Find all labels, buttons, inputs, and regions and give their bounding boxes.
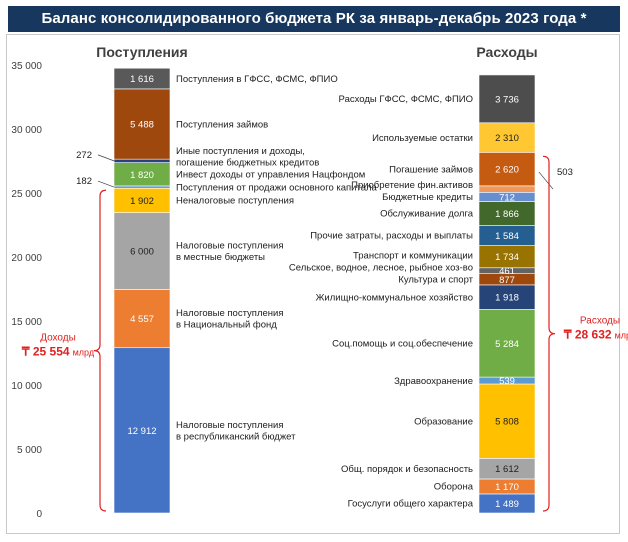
data-label: 1 820 bbox=[130, 170, 154, 181]
data-label: 1 918 bbox=[495, 293, 519, 304]
bar-segment bbox=[478, 284, 536, 310]
category-label: Инвест доходы от управления Нацфондом bbox=[176, 170, 365, 181]
data-label: 1 584 bbox=[495, 231, 519, 242]
bar-segment bbox=[113, 289, 171, 349]
bar-segment bbox=[478, 122, 536, 153]
data-label: 877 bbox=[499, 275, 515, 286]
series-header-0: Поступления bbox=[96, 44, 187, 60]
data-label: 1 170 bbox=[495, 482, 519, 493]
bar-segment bbox=[478, 383, 536, 459]
data-label: 1 616 bbox=[130, 74, 154, 85]
total-value: ₸ 25 554 млрд bbox=[21, 345, 95, 359]
bar-segment bbox=[113, 158, 171, 163]
data-label: 5 488 bbox=[130, 120, 154, 131]
category-label: Общ. порядок и безопасность bbox=[341, 464, 473, 475]
category-label: Неналоговые поступления bbox=[176, 196, 294, 207]
y-tick-label: 25 000 bbox=[11, 189, 42, 200]
y-tick-label: 10 000 bbox=[11, 381, 42, 392]
total-label: Расходы bbox=[580, 316, 620, 327]
category-label: Оборона bbox=[434, 482, 474, 493]
data-label: 182 bbox=[76, 176, 92, 187]
data-label: 461 bbox=[499, 266, 515, 277]
y-axis: 0 5 000 10 000 15 000 20 000 25 000 30 000 35 0… bbox=[11, 61, 42, 520]
data-label: 5 808 bbox=[495, 417, 519, 428]
data-label: 712 bbox=[499, 192, 515, 203]
bar-segment bbox=[113, 212, 171, 290]
total-label: Доходы bbox=[40, 333, 76, 344]
category-label: Поступления в ГФСС, ФСМС, ФПИО bbox=[176, 74, 338, 85]
y-tick-label: 15 000 bbox=[11, 317, 42, 328]
category-label: Образование bbox=[414, 416, 473, 427]
category-label: Поступления займов bbox=[176, 119, 268, 130]
data-label: 1 489 bbox=[495, 499, 519, 510]
brace-1 bbox=[542, 155, 556, 512]
category-label: Приобретение фин.активов bbox=[351, 180, 473, 191]
category-label: Используемые остатки bbox=[372, 133, 473, 144]
y-tick-label: 35 000 bbox=[11, 61, 42, 72]
bar-segment bbox=[478, 309, 536, 378]
category-label: Погашение займов bbox=[389, 164, 473, 175]
data-label: 4 557 bbox=[130, 314, 154, 325]
category-label: Иные поступления и доходы, погашение бюдж… bbox=[176, 146, 319, 169]
y-tick-label: 5 000 bbox=[17, 445, 42, 456]
data-label: 3 736 bbox=[495, 94, 519, 105]
data-label: 2 310 bbox=[495, 133, 519, 144]
leader-line bbox=[538, 171, 554, 190]
category-label: Культура и спорт bbox=[398, 275, 473, 286]
category-label: Налоговые поступления в республиканский б… bbox=[176, 420, 296, 443]
category-label: Бюджетные кредиты bbox=[382, 192, 473, 203]
category-label: Поступления от продажи основного капитал… bbox=[176, 182, 378, 193]
data-label: 2 620 bbox=[495, 165, 519, 176]
category-label: Прочие затраты, расходы и выплаты bbox=[310, 231, 473, 242]
bar-segment bbox=[113, 185, 171, 189]
data-label: 5 284 bbox=[495, 339, 519, 350]
chart-frame bbox=[6, 34, 620, 534]
data-label: 1 866 bbox=[495, 209, 519, 220]
category-label: Здравоохранение bbox=[394, 376, 473, 387]
category-label: Транспорт и коммуникации bbox=[353, 251, 473, 262]
category-labels: Поступления Налоговые поступления в респуб… bbox=[96, 44, 537, 510]
category-label: Налоговые поступления в Национальный фонд bbox=[176, 308, 283, 331]
category-label: Обслуживание долга bbox=[380, 209, 474, 220]
category-label: Налоговые поступления в местные бюджеты bbox=[176, 240, 283, 263]
leader-line bbox=[97, 154, 115, 162]
bar-segment bbox=[113, 347, 171, 514]
series-header-1: Расходы bbox=[476, 44, 537, 60]
category-label: Расходы ГФСС, ФСМС, ФПИО bbox=[339, 94, 473, 105]
total-value: ₸ 28 632млрд bbox=[563, 328, 628, 342]
chart-title: Баланс консолидированного бюджета РК за … bbox=[8, 6, 620, 32]
data-label: 539 bbox=[499, 376, 515, 387]
bars: 12 912 4 557 6 000 1 902 182 1 820 272 5 488 1 6… bbox=[76, 67, 573, 514]
y-tick-label: 30 000 bbox=[11, 125, 42, 136]
data-label: 12 912 bbox=[127, 426, 156, 437]
bar-segment bbox=[478, 185, 536, 193]
category-label: Жилищно-коммунальное хозяйство bbox=[316, 292, 473, 303]
data-label: 6 000 bbox=[130, 246, 154, 257]
category-label: Соц.помощь и соц.обеспечение bbox=[332, 339, 473, 350]
bar-segment bbox=[113, 88, 171, 160]
data-label: 272 bbox=[76, 150, 92, 161]
y-tick-label: 20 000 bbox=[11, 253, 42, 264]
bar-segment bbox=[478, 74, 536, 124]
data-label: 1 612 bbox=[495, 464, 519, 475]
data-label: 1 902 bbox=[130, 196, 154, 207]
brace-0 bbox=[93, 189, 107, 512]
y-tick-label: 0 bbox=[36, 509, 42, 520]
leader-line bbox=[97, 180, 115, 188]
data-label: 503 bbox=[557, 167, 573, 178]
bar-segment bbox=[478, 152, 536, 187]
data-label: 1 734 bbox=[495, 252, 519, 263]
category-label: Госуслуги общего характера bbox=[348, 499, 474, 510]
category-label: Сельское, водное, лесное, рыбное хоз-во bbox=[289, 263, 473, 274]
bar-segment bbox=[113, 67, 171, 90]
